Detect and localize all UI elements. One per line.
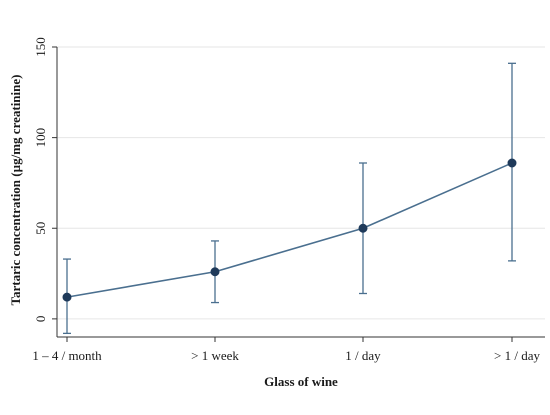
data-point (210, 267, 220, 277)
x-tick-label: > 1 week (191, 348, 239, 363)
data-point (507, 158, 517, 168)
x-tick-label: 1 / day (345, 348, 381, 363)
x-tick-label: 1 – 4 / month (32, 348, 102, 363)
error-bars (63, 62, 516, 335)
data-point (62, 292, 72, 302)
axes (52, 46, 545, 342)
data-point (358, 223, 368, 233)
x-axis-title: Glass of wine (264, 374, 338, 389)
gridlines (57, 46, 545, 320)
data-points (62, 158, 517, 302)
y-tick-labels: 0 50 100 150 (33, 37, 48, 322)
series-polyline (66, 162, 513, 298)
y-tick-label: 0 (33, 316, 48, 323)
x-tick-labels: 1 – 4 / month > 1 week 1 / day > 1 / day (32, 348, 540, 363)
y-axis-title: Tartaric concentration (µg/mg creatinine… (8, 75, 23, 306)
y-tick-label: 50 (33, 222, 48, 235)
y-tick-label: 150 (33, 37, 48, 57)
y-tick-label: 100 (33, 128, 48, 148)
x-tick-label: > 1 / day (494, 348, 540, 363)
series-line (66, 162, 513, 298)
